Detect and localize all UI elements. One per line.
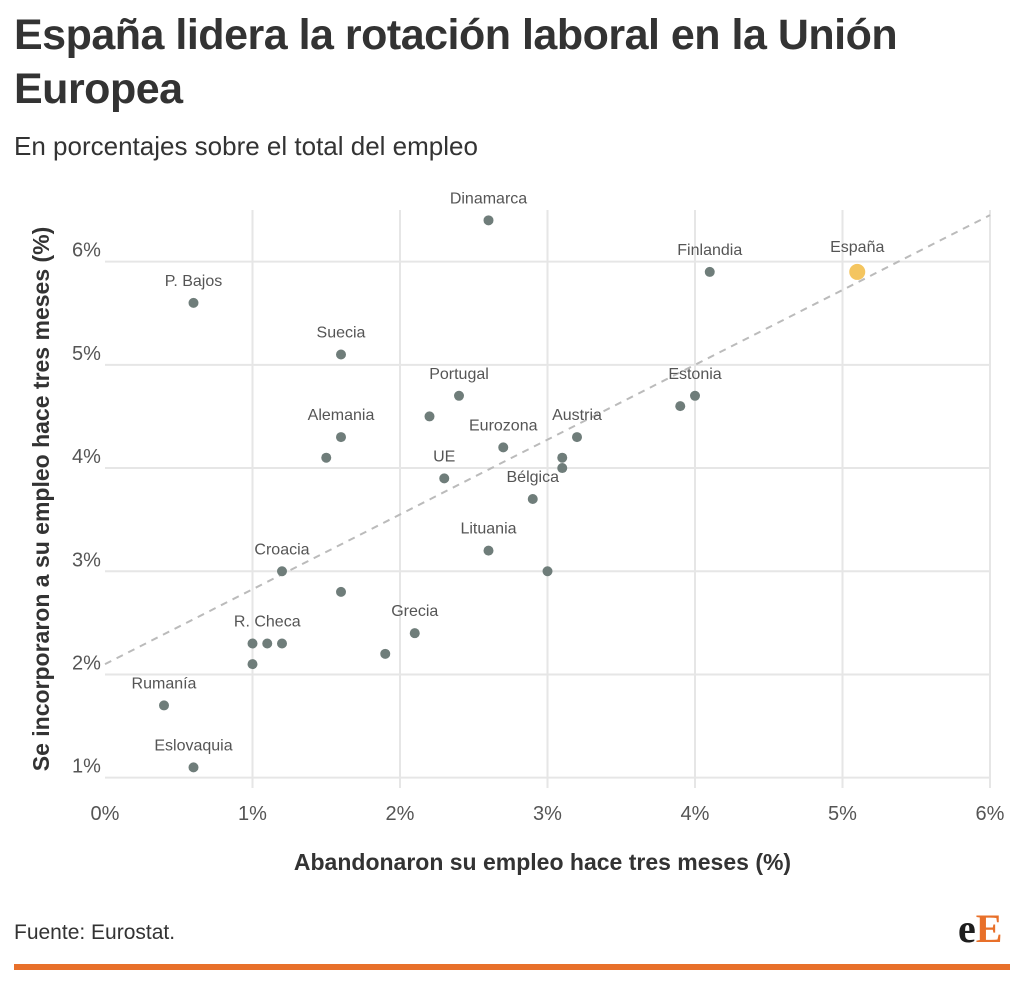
- data-point: [704, 266, 715, 277]
- data-point: [483, 545, 494, 556]
- x-tick-label: 4%: [681, 803, 710, 825]
- source-note: Fuente: Eurostat.: [14, 921, 176, 944]
- y-tick-label: 5%: [72, 343, 101, 365]
- point-label: P. Bajos: [165, 273, 223, 290]
- point-label: UE: [433, 448, 455, 465]
- y-tick-label: 2%: [72, 652, 101, 674]
- point-label: Finlandia: [677, 242, 742, 259]
- data-points: [159, 215, 866, 773]
- x-axis-label: Abandonaron su empleo hace tres meses (%…: [294, 849, 791, 875]
- x-tick-label: 5%: [828, 803, 857, 825]
- x-tick-label: 3%: [533, 803, 562, 825]
- x-tick-label: 6%: [976, 803, 1005, 825]
- data-point: [454, 390, 464, 401]
- data-point: [409, 628, 420, 639]
- point-label: Estonia: [668, 366, 721, 383]
- data-point: [159, 700, 169, 711]
- point-label: R. Checa: [234, 614, 301, 631]
- data-point: [277, 566, 287, 577]
- point-label: Croacia: [254, 541, 309, 558]
- point-labels: Dinamarca Finlandia España P. Bajos Suecia Po…: [132, 190, 885, 754]
- data-point: [439, 473, 450, 484]
- data-point: [262, 638, 273, 649]
- data-point: [336, 432, 346, 443]
- data-point: [690, 390, 700, 401]
- data-point: [483, 215, 494, 226]
- x-tick-label: 1%: [238, 803, 267, 825]
- data-point: [498, 442, 509, 453]
- data-point: [277, 638, 287, 649]
- point-label: Grecia: [391, 603, 438, 620]
- data-point: [572, 432, 582, 443]
- point-label: Dinamarca: [450, 190, 527, 207]
- x-axis-ticks: 0% 1% 2% 3% 4% 5% 6%: [91, 803, 1005, 825]
- data-point: [321, 452, 332, 463]
- x-tick-label: 0%: [91, 803, 120, 825]
- chart-subtitle: En porcentajes sobre el total del empleo: [14, 131, 478, 161]
- trend-line: [104, 214, 991, 666]
- data-point: [527, 494, 538, 504]
- point-label: Eslovaquia: [154, 737, 232, 754]
- data-point: [188, 297, 199, 308]
- bottom-accent-bar: [14, 964, 1010, 970]
- y-tick-label: 4%: [72, 446, 101, 468]
- chart-title: España lidera la rotación laboral en la …: [14, 11, 898, 113]
- data-point: [336, 349, 346, 360]
- point-label: Alemania: [308, 407, 375, 424]
- point-label: Eurozona: [469, 417, 538, 434]
- logo-letter-e: e: [958, 906, 976, 951]
- data-point: [542, 566, 553, 577]
- point-label: Portugal: [429, 366, 489, 383]
- data-point: [247, 638, 258, 649]
- y-tick-label: 6%: [72, 240, 101, 262]
- point-label: Lituania: [460, 521, 516, 538]
- y-axis-label: Se incorporaron a su empleo hace tres me…: [28, 227, 54, 772]
- point-label: Bélgica: [507, 469, 560, 486]
- scatter-chart: Dinamarca Finlandia España P. Bajos Suecia Po…: [28, 190, 1005, 875]
- point-label: Suecia: [317, 325, 366, 342]
- data-point: [188, 762, 199, 773]
- point-label: Rumanía: [132, 675, 197, 692]
- y-tick-label: 3%: [72, 549, 101, 571]
- grid-lines: [105, 210, 991, 788]
- y-axis-ticks: 1% 2% 3% 4% 5% 6%: [72, 240, 101, 778]
- data-point: [424, 411, 435, 422]
- data-point: [557, 452, 568, 463]
- point-label: España: [830, 239, 884, 256]
- x-tick-label: 2%: [386, 803, 415, 825]
- brand-logo: eE: [958, 906, 1002, 952]
- data-point: [336, 586, 346, 597]
- data-point: [247, 659, 258, 670]
- data-point: [675, 401, 686, 412]
- point-label: Austria: [552, 407, 602, 424]
- data-point: [557, 463, 568, 474]
- y-tick-label: 1%: [72, 756, 101, 778]
- data-point-highlight: [849, 263, 866, 280]
- logo-letter-E: E: [975, 906, 1003, 951]
- data-point: [380, 648, 391, 659]
